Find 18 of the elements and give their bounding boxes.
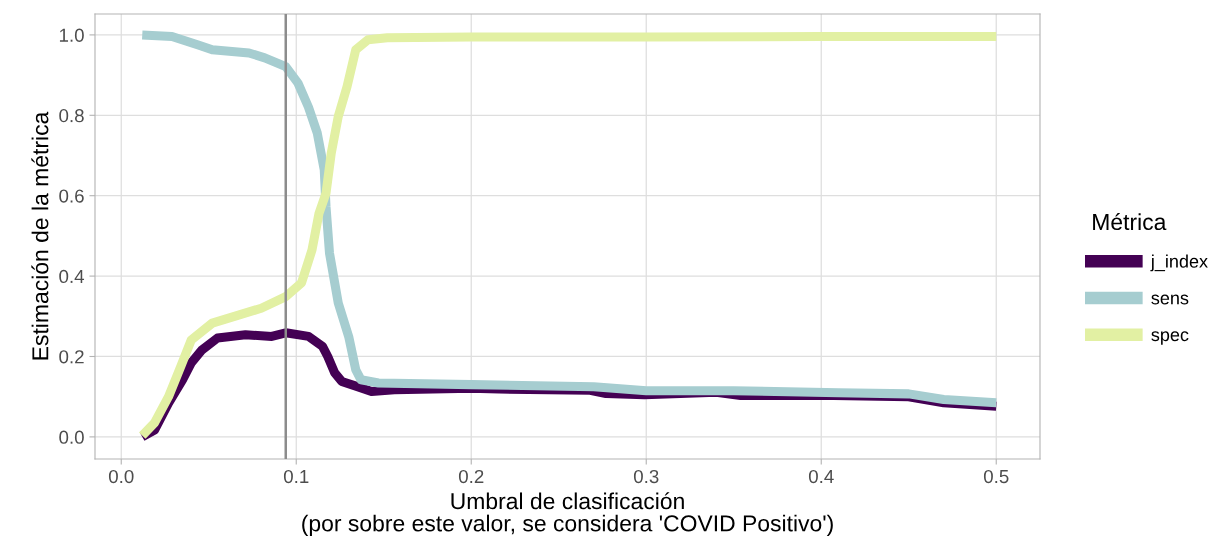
y-tick-label: 0.6 [59, 189, 84, 203]
legend-label: j_index [1150, 254, 1208, 272]
legend-label: sens [1151, 294, 1189, 305]
y-tick-label: 0.2 [59, 350, 84, 364]
x-axis-title: Umbral de clasificación (por sobre este valor, se considera 'COVID Positivo') [302, 492, 833, 537]
x-tick-label: 0.0 [108, 469, 134, 484]
y-tick-label: 0.0 [59, 430, 84, 444]
x-tick-label: 0.5 [983, 469, 1009, 484]
y-axis-title: Estimación de la métrica [31, 111, 49, 360]
y-tick-label: 0.4 [59, 269, 85, 284]
x-tick-label: 0.2 [458, 469, 484, 484]
legend-title: Métrica [1093, 213, 1167, 231]
y-tick-label: 0.8 [59, 109, 84, 123]
x-tick-label: 0.3 [633, 469, 659, 484]
y-tick-label: 1.0 [59, 28, 84, 42]
x-tick-label: 0.1 [283, 469, 309, 484]
x-tick-label: 0.4 [808, 469, 834, 484]
legend-label: spec [1151, 331, 1189, 345]
